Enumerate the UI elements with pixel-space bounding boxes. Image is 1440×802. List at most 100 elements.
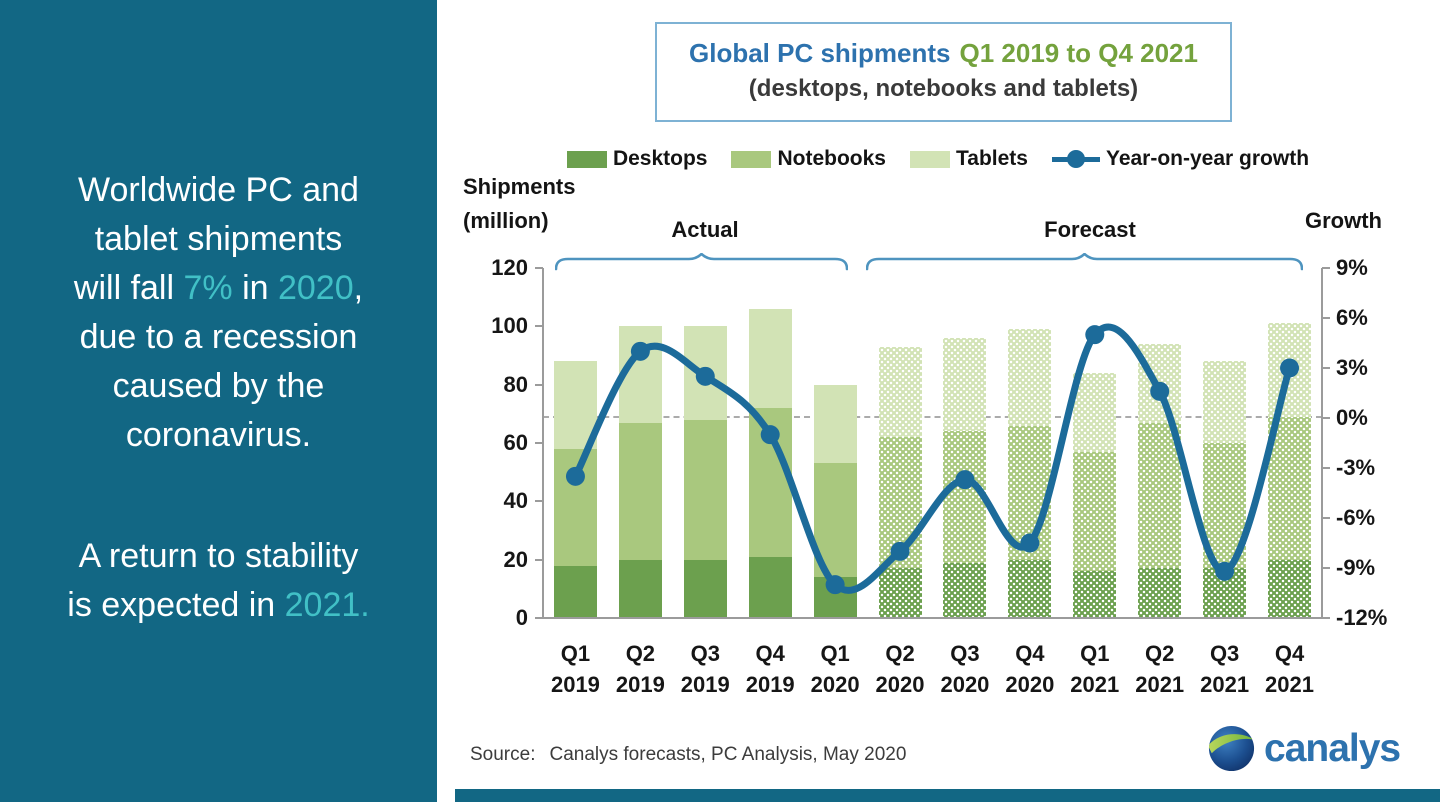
desktops-segment bbox=[943, 562, 987, 618]
desktops-segment bbox=[748, 556, 792, 618]
x-label-q1-2019: Q1 2019 bbox=[550, 641, 600, 697]
y-left-tick-60: 60 bbox=[503, 430, 528, 455]
text-line: A return to stability bbox=[78, 537, 359, 575]
tick-mark bbox=[1322, 567, 1330, 569]
legend-item-desktops: Desktops bbox=[566, 147, 707, 171]
tablets-segment bbox=[1268, 323, 1312, 417]
desktops-segment bbox=[683, 559, 727, 618]
tick-mark bbox=[1322, 517, 1330, 519]
tablets-segment bbox=[943, 338, 987, 432]
tick-mark bbox=[1322, 617, 1330, 619]
plot-area bbox=[543, 268, 1322, 618]
legend-line-marker-icon bbox=[1051, 150, 1100, 168]
y-left-tick-40: 40 bbox=[503, 488, 528, 514]
notebooks-segment bbox=[748, 408, 792, 557]
y-right-tick--9%: -9% bbox=[1336, 555, 1376, 580]
legend-swatch-icon bbox=[566, 150, 607, 168]
y-right-tick--6%: -6% bbox=[1336, 505, 1376, 530]
legend-item-notebooks: Notebooks bbox=[731, 147, 886, 171]
tablets-segment bbox=[618, 326, 662, 423]
right-axis-line bbox=[1321, 268, 1323, 619]
tablets-segment bbox=[1073, 373, 1117, 452]
legend-swatch-icon bbox=[910, 150, 950, 168]
tablets-segment bbox=[1138, 343, 1182, 423]
tick-mark bbox=[535, 558, 543, 561]
notebooks-segment bbox=[683, 419, 727, 560]
tick-mark bbox=[535, 500, 543, 503]
y-right-tick--12%: -12% bbox=[1336, 605, 1388, 630]
y-right-tick-3%: 3% bbox=[1336, 355, 1368, 380]
x-label-q2-2021: Q2 2021 bbox=[1135, 641, 1185, 697]
x-label-q2-2019: Q2 2019 bbox=[615, 641, 665, 697]
tablets-segment bbox=[553, 361, 597, 449]
tick-mark bbox=[535, 325, 543, 328]
bar-q2-2021 bbox=[1138, 343, 1182, 618]
chart-title-box: Global PC shipments Q1 2019 to Q4 2021 (d… bbox=[655, 22, 1232, 122]
x-label-q1-2020: Q1 2020 bbox=[810, 641, 860, 697]
bottom-accent-strip bbox=[455, 789, 1440, 802]
y-left-tick-100: 100 bbox=[491, 313, 528, 339]
x-label-q2-2020: Q2 2020 bbox=[875, 641, 925, 697]
canalys-logo: canalys bbox=[1208, 725, 1401, 772]
x-label-q3-2019: Q3 2019 bbox=[680, 641, 730, 697]
bar-q4-2019 bbox=[748, 308, 792, 618]
tablets-segment bbox=[1008, 329, 1052, 426]
legend-item-tablets: Tablets bbox=[910, 147, 1028, 171]
desktops-segment bbox=[1073, 571, 1117, 618]
tick-mark bbox=[535, 383, 543, 386]
y-right-tick-9%: 9% bbox=[1336, 255, 1368, 280]
tick-mark bbox=[1322, 367, 1330, 369]
left-axis-title: Shipments (million) bbox=[463, 174, 576, 233]
text-line: due to a recession bbox=[79, 318, 358, 356]
bar-q4-2020 bbox=[1008, 329, 1052, 618]
desktops-segment bbox=[1268, 559, 1312, 618]
notebooks-segment bbox=[878, 437, 922, 569]
y-left-tick-80: 80 bbox=[503, 371, 528, 397]
notebooks-segment bbox=[1268, 416, 1312, 560]
y-left-tick-20: 20 bbox=[503, 546, 528, 572]
notebooks-segment bbox=[1073, 451, 1117, 572]
chart-title: Global PC shipments Q1 2019 to Q4 2021 bbox=[657, 38, 1230, 69]
tick-mark bbox=[535, 617, 543, 619]
tablets-segment bbox=[683, 326, 727, 420]
x-axis-line bbox=[542, 617, 1323, 619]
notebooks-segment bbox=[553, 448, 597, 566]
legend-item-year-on-year-growth: Year-on-year growth bbox=[1051, 147, 1309, 171]
text-line: will fall 7% in 2020, bbox=[73, 269, 364, 307]
bar-q4-2021 bbox=[1268, 323, 1312, 618]
bar-q1-2020 bbox=[813, 384, 857, 618]
text-line: Worldwide PC and bbox=[78, 171, 359, 209]
bar-q2-2019 bbox=[618, 326, 662, 618]
tick-mark bbox=[535, 442, 543, 444]
tablets-segment bbox=[813, 384, 857, 464]
tick-mark bbox=[1322, 267, 1330, 269]
forecast-section-label: Forecast bbox=[1044, 217, 1136, 242]
tablets-segment bbox=[878, 346, 922, 438]
bar-q3-2020 bbox=[943, 338, 987, 618]
x-label-q3-2021: Q3 2021 bbox=[1200, 641, 1250, 697]
text-line: coronavirus. bbox=[125, 416, 312, 454]
forecast-brace bbox=[866, 253, 1303, 271]
actual-section-label: Actual bbox=[671, 217, 739, 242]
bar-q2-2020 bbox=[878, 346, 922, 618]
right-axis-title: Growth bbox=[1305, 208, 1382, 233]
y-left-tick-0: 0 bbox=[515, 605, 528, 630]
text-line: is expected in 2021. bbox=[67, 586, 370, 624]
desktops-segment bbox=[1008, 559, 1052, 618]
source-label: Source: bbox=[470, 744, 536, 765]
y-right-tick--3%: -3% bbox=[1336, 455, 1376, 480]
bar-q1-2019 bbox=[553, 361, 597, 618]
notebooks-segment bbox=[813, 463, 857, 578]
desktops-segment bbox=[813, 577, 857, 618]
source-text: Canalys forecasts, PC Analysis, May 2020 bbox=[549, 744, 907, 765]
text-line: tablet shipments bbox=[94, 220, 343, 258]
secondary-text: A return to stability is expected in 2021… bbox=[0, 532, 437, 630]
y-left-tick-120: 120 bbox=[491, 255, 528, 280]
tablets-segment bbox=[1203, 361, 1247, 444]
x-label-q4-2019: Q4 2019 bbox=[745, 641, 795, 697]
notebooks-segment bbox=[1203, 443, 1247, 569]
x-label-q1-2021: Q1 2021 bbox=[1070, 641, 1120, 697]
chart-subtitle: (desktops, notebooks and tablets) bbox=[748, 75, 1139, 102]
bar-q1-2021 bbox=[1073, 373, 1117, 618]
